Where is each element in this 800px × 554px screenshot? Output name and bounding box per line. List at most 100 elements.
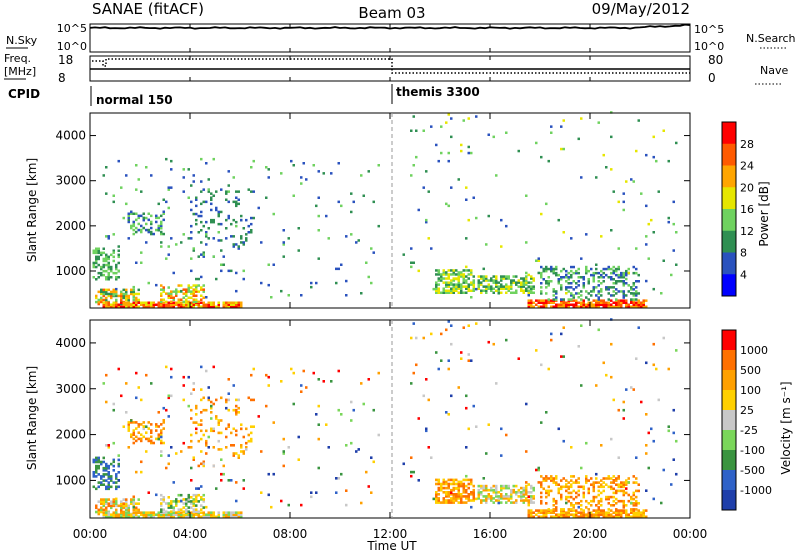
velocity-cell-360 — [155, 425, 158, 428]
power-cell-958 — [517, 279, 520, 282]
power-cell-637 — [205, 162, 208, 165]
power-cell-1290 — [600, 282, 603, 285]
velocity-cell-190 — [125, 513, 128, 516]
power-cell-934 — [505, 277, 508, 280]
velocity-cell-1230 — [572, 475, 575, 478]
power-cell-528 — [235, 190, 238, 193]
power-ytick-label-1: 3000 — [55, 174, 86, 188]
power-cell-138 — [125, 294, 128, 298]
velocity-cell-68 — [115, 475, 118, 478]
velocity-cell-608 — [170, 367, 173, 371]
velocity-cell-375 — [160, 510, 163, 513]
velocity-cell-1285 — [597, 485, 600, 489]
velocity-cell-441 — [195, 498, 198, 501]
power-cell-863 — [472, 289, 475, 292]
velocity-cell-1134 — [637, 515, 640, 519]
velocity-cell-1058 — [577, 515, 580, 519]
velocity-cell-1250 — [582, 485, 585, 489]
power-cell-847 — [465, 279, 468, 282]
power-cell-723 — [340, 263, 343, 266]
velocity-cell-1480 — [580, 466, 583, 470]
power-cell-687 — [280, 172, 283, 175]
power-cell-1017 — [545, 305, 548, 308]
velocity-cell-67 — [115, 477, 118, 480]
velocity-cell-1204 — [565, 497, 568, 501]
power-cell-1507 — [635, 247, 638, 250]
velocity-cell-236 — [167, 511, 170, 514]
power-cell-805 — [452, 279, 455, 282]
velocity-cell-433 — [192, 502, 195, 505]
power-cell-860 — [470, 273, 473, 276]
velocity-cell-1141 — [642, 515, 645, 519]
velocity-cell-1104 — [615, 515, 618, 519]
velocity-cell-372 — [162, 427, 165, 430]
velocity-cell-211 — [145, 513, 148, 516]
velocity-cell-480 — [202, 396, 205, 400]
velocity-cell-400 — [175, 502, 178, 505]
velocity-cell-287 — [217, 515, 220, 519]
velocity-cell-1398 — [422, 336, 425, 340]
velocity-cell-1438 — [475, 425, 478, 428]
power-cell-435 — [192, 288, 195, 291]
velocity-cell-1379 — [635, 481, 638, 484]
velocity-cell-1097 — [607, 513, 610, 516]
velocity-cell-409 — [180, 493, 183, 497]
velocity-cell-1355 — [625, 481, 628, 484]
power-cell-19 — [97, 255, 100, 259]
power-cell-1244 — [580, 290, 583, 293]
velocity-cell-741 — [370, 456, 373, 459]
velocity-cell-1430 — [467, 427, 470, 431]
velocity-cell-1108 — [617, 515, 620, 519]
power-cell-500 — [217, 222, 220, 226]
velocity-cell-934 — [505, 486, 508, 490]
power-cell-17 — [97, 263, 100, 267]
velocity-cell-574 — [132, 505, 135, 509]
velocity-cell-197 — [132, 515, 135, 519]
power-cell-1045 — [567, 305, 570, 308]
power-cell-1141 — [642, 305, 645, 308]
velocity-cell-1222 — [570, 483, 573, 486]
power-cell-1430 — [467, 218, 470, 222]
power-cell-465 — [195, 196, 198, 199]
power-cell-738 — [367, 275, 370, 279]
power-cell-485 — [205, 200, 208, 204]
power-scale-tick-0: 28 — [740, 138, 754, 151]
velocity-cell-643 — [210, 404, 213, 408]
power-cell-273 — [202, 303, 205, 306]
velocity-cell-148 — [130, 500, 133, 503]
velocity-cell-1423 — [460, 357, 463, 360]
velocity-cell-1062 — [580, 511, 583, 514]
power-cell-1356 — [625, 269, 628, 273]
velocity-cell-492 — [210, 400, 213, 404]
power-cell-971 — [522, 277, 525, 280]
velocity-cell-785 — [447, 499, 450, 502]
power-cell-737 — [365, 261, 368, 264]
power-cell-1364 — [630, 286, 633, 289]
power-cell-270 — [200, 305, 203, 308]
power-cell-1185 — [555, 290, 558, 293]
power-cell-113 — [112, 288, 115, 292]
velocity-cell-597 — [165, 466, 168, 470]
velocity-cell-1485 — [595, 384, 598, 387]
power-cell-597 — [165, 257, 168, 260]
velocity-cell-1121 — [625, 509, 628, 512]
velocity-cell-529 — [237, 456, 240, 459]
power-cell-997 — [527, 301, 530, 304]
velocity-cell-1065 — [582, 511, 585, 514]
power-cell-990 — [532, 291, 535, 294]
velocity-cell-144 — [127, 506, 130, 510]
power-cell-538 — [242, 241, 245, 244]
power-cell-758 — [437, 279, 440, 282]
power-cell-1479 — [577, 137, 580, 141]
velocity-cell-805 — [452, 488, 455, 492]
power-cell-1336 — [617, 265, 620, 269]
velocity-cell-832 — [460, 484, 463, 488]
velocity-cell-784 — [447, 501, 450, 504]
power-cell-1398 — [422, 129, 425, 132]
power-cell-1250 — [582, 276, 585, 279]
power-cell-1078 — [595, 305, 598, 308]
power-cell-900 — [490, 285, 493, 288]
cpid-label: CPID — [8, 87, 40, 101]
power-cell-37 — [105, 278, 108, 281]
power-cell-869 — [472, 275, 475, 278]
